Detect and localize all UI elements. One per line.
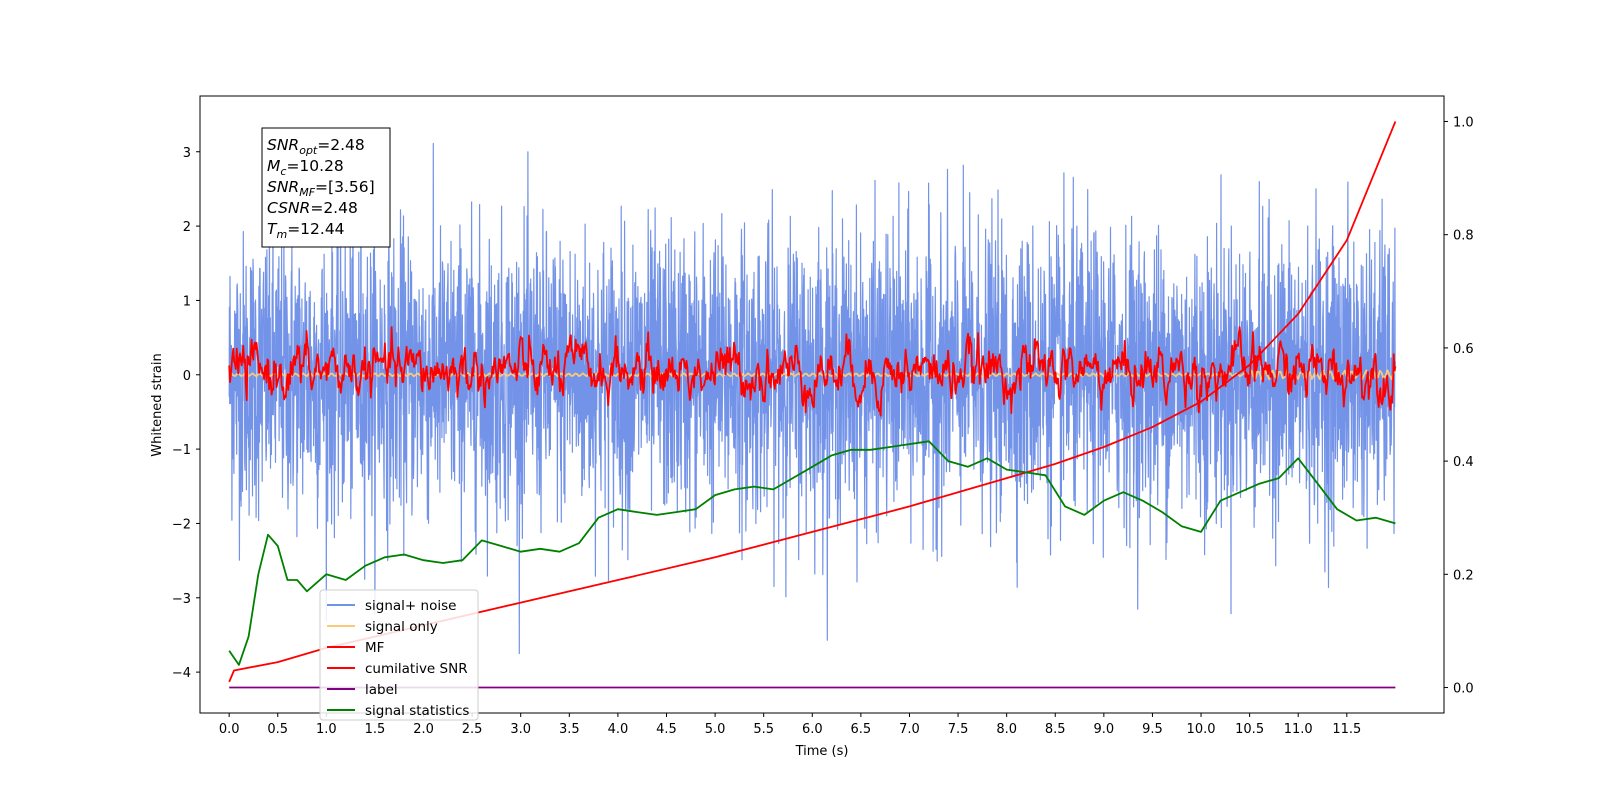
y-axis-label: Whitened strain — [150, 353, 165, 456]
series-line-3 — [228, 326, 1397, 417]
x-tick-label: 4.0 — [608, 722, 629, 737]
y-axis-right: 1.0 0.8 0.6 0.4 0.2 0.0 — [1444, 115, 1474, 697]
x-tick-label: 11.0 — [1284, 722, 1313, 737]
x-axis-label: Time (s) — [795, 744, 849, 759]
y-tick-label: −3 — [172, 592, 191, 607]
legend-entry: label — [365, 682, 398, 698]
x-tick-label: 8.0 — [996, 722, 1017, 737]
legend-frame — [319, 589, 479, 721]
x-tick-label: 7.5 — [948, 722, 969, 737]
legend-entry: signal only — [365, 619, 438, 635]
x-tick-label: 1.0 — [316, 722, 337, 737]
x-tick-label: 5.0 — [705, 722, 726, 737]
x-tick-label: 2.5 — [462, 722, 483, 737]
axes-frame — [199, 95, 1445, 714]
x-tick-label: 10.5 — [1235, 722, 1264, 737]
y2-tick-label: 0.4 — [1453, 455, 1474, 470]
legend-entry: signal statistics — [365, 703, 469, 719]
y2-tick-label: 0.8 — [1453, 229, 1474, 244]
legend-entry: MF — [365, 640, 384, 656]
x-tick-label: 5.5 — [753, 722, 774, 737]
y-tick-label: 2 — [183, 220, 191, 235]
x-tick-label: 9.5 — [1142, 722, 1163, 737]
x-tick-label: 3.0 — [510, 722, 531, 737]
x-tick-label: 0.0 — [219, 722, 240, 737]
y-tick-label: −4 — [172, 666, 191, 681]
x-tick-label: 0.5 — [267, 722, 288, 737]
y2-tick-label: 0.2 — [1453, 568, 1474, 583]
y-axis-left: 3 2 1 0 −1 −2 −3 −4 — [172, 146, 200, 681]
series-line-6 — [228, 440, 1396, 666]
info-box-line: Tm=12.44 — [267, 220, 345, 241]
x-tick-label: 8.5 — [1045, 722, 1066, 737]
y-tick-label: 1 — [183, 294, 191, 309]
x-tick-label: 9.0 — [1094, 722, 1115, 737]
x-tick-label: 11.5 — [1332, 722, 1361, 737]
legend-entry: cumilative SNR — [365, 661, 468, 677]
y2-tick-label: 1.0 — [1453, 115, 1474, 130]
x-tick-label: 6.0 — [802, 722, 823, 737]
info-box-line: SNRopt=2.48 — [267, 136, 365, 157]
x-tick-label: 3.5 — [559, 722, 580, 737]
info-box-frame — [261, 127, 391, 248]
x-tick-label: 6.5 — [851, 722, 872, 737]
y-tick-label: −1 — [172, 443, 191, 458]
legend: signal+ noise signal only MF cumilative SNR… — [319, 589, 479, 721]
x-tick-label: 7.0 — [899, 722, 920, 737]
legend-entry: signal+ noise — [365, 598, 456, 614]
info-box-line: Mc=10.28 — [267, 157, 344, 178]
x-tick-label: 10.0 — [1187, 722, 1216, 737]
info-box: SNRopt=2.48Mc=10.28SNRMF=[3.56]CSNR=2.48… — [261, 127, 391, 248]
y-tick-label: −2 — [172, 517, 191, 532]
info-box-line: CSNR=2.48 — [267, 199, 358, 217]
y-tick-label: 3 — [183, 146, 191, 161]
x-axis: 0.0 0.5 1.0 1.5 2.0 2.5 3.0 3.5 4.0 4.5 5.0 5.5 6.0 6… — [219, 713, 1361, 737]
x-tick-label: 1.5 — [365, 722, 386, 737]
y2-tick-label: 0.0 — [1453, 682, 1474, 697]
info-box-line: SNRMF=[3.56] — [267, 178, 375, 199]
y2-tick-label: 0.6 — [1453, 342, 1474, 357]
x-tick-label: 4.5 — [656, 722, 677, 737]
y-tick-label: 0 — [183, 369, 191, 384]
x-tick-label: 2.0 — [413, 722, 434, 737]
